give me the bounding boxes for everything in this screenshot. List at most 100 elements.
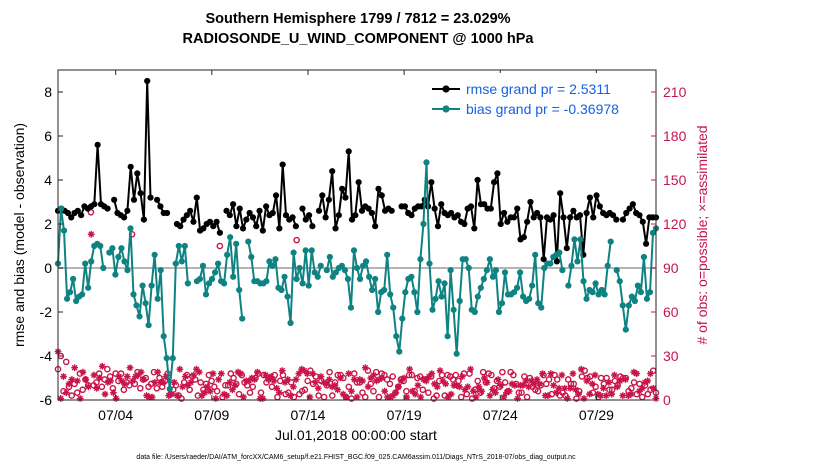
series-point-bias — [607, 238, 614, 245]
series-point-rmse — [438, 201, 445, 208]
series-point-bias — [230, 273, 237, 280]
obs-assimilated-marker — [644, 377, 652, 385]
series-point-bias — [118, 245, 125, 252]
series-point-bias — [640, 253, 648, 261]
obs-assimilated-marker — [181, 373, 189, 380]
obs-assimilated-marker — [107, 377, 115, 385]
obs-assimilated-marker — [101, 390, 109, 398]
series-point-bias — [350, 247, 358, 254]
series-point-rmse — [553, 258, 560, 265]
obs-assimilated-marker — [187, 379, 195, 386]
series-point-rmse — [305, 212, 313, 219]
series-point-rmse — [263, 203, 270, 210]
legend: rmse grand pr = 2.5311 bias grand pr = -… — [426, 73, 644, 119]
obs-assimilated-marker — [184, 381, 192, 389]
series-point-bias — [293, 275, 300, 283]
obs-assimilated-marker — [558, 371, 566, 379]
series-point-bias — [387, 291, 394, 298]
series-point-rmse — [315, 207, 323, 214]
series-point-rmse — [111, 196, 118, 203]
obs-assimilated-marker — [505, 387, 513, 395]
series-point-bias — [441, 280, 448, 287]
obs-assimilated-marker — [392, 389, 400, 397]
series-point-rmse — [461, 220, 468, 228]
series-point-rmse — [140, 216, 148, 223]
series-point-rmse — [282, 212, 290, 219]
series-point-rmse — [259, 227, 266, 234]
obs-assimilated-marker — [616, 377, 624, 385]
series-point-bias — [492, 267, 500, 274]
series-point-rmse — [289, 214, 296, 221]
series-point-bias — [423, 159, 430, 166]
series-point-bias — [417, 256, 424, 263]
series-point-bias — [365, 273, 373, 280]
obs-assimilated-marker — [320, 379, 328, 386]
series-point-bias — [447, 267, 454, 274]
series-point-rmse — [583, 209, 590, 217]
obs-assimilated-marker — [289, 383, 297, 391]
series-point-rmse — [292, 223, 299, 230]
series-point-bias — [281, 273, 288, 280]
series-point-rmse — [190, 218, 197, 225]
obs-assimilated-marker — [486, 392, 494, 399]
series-point-rmse — [223, 207, 230, 214]
obs-assimilated-marker — [370, 371, 378, 379]
obs-possible-marker — [79, 386, 86, 394]
series-point-rmse — [144, 77, 151, 85]
obs-assimilated-marker — [353, 393, 361, 401]
series-point-rmse — [467, 203, 475, 210]
series-point-bias — [634, 282, 641, 289]
series-point-bias — [326, 253, 333, 261]
series-point-rmse — [332, 225, 339, 232]
series-point-bias — [356, 275, 364, 283]
obs-assimilated-marker — [566, 384, 574, 392]
x-axis-label: Jul.01,2018 00:00:00 start — [275, 427, 437, 443]
series-point-rmse — [213, 218, 220, 225]
series-point-bias — [471, 308, 478, 316]
series-point-bias — [375, 308, 382, 316]
obs-assimilated-marker — [118, 377, 126, 385]
series-point-rmse — [163, 209, 171, 217]
series-point-rmse — [593, 192, 600, 199]
obs-assimilated-marker — [605, 379, 613, 386]
obs-possible-marker — [301, 386, 309, 394]
obs-assimilated-marker — [334, 386, 342, 394]
series-point-bias — [435, 278, 442, 285]
series-point-bias — [513, 284, 521, 291]
obs-assimilated-marker — [414, 381, 422, 389]
series-point-bias — [402, 289, 409, 296]
series-point-bias — [619, 302, 626, 309]
obs-assimilated-marker — [494, 376, 502, 383]
series-point-bias — [284, 293, 291, 300]
obs-assimilated-marker — [528, 377, 535, 385]
obs-assimilated-marker — [361, 364, 369, 372]
obs-assimilated-marker — [348, 387, 355, 395]
obs-assimilated-marker — [154, 368, 162, 376]
y-tick-left-label: 2 — [44, 216, 52, 232]
y-tick-right-label: 90 — [663, 260, 679, 276]
obs-assimilated-marker — [276, 389, 283, 397]
series-point-bias — [399, 315, 406, 322]
obs-assimilated-marker — [198, 392, 206, 399]
series-point-rmse — [249, 214, 257, 221]
series-point-rmse — [418, 203, 425, 210]
series-point-bias — [302, 247, 309, 254]
series-point-bias — [224, 251, 231, 258]
series-point-bias — [172, 260, 179, 267]
obs-possible-marker — [433, 392, 440, 399]
series-point-rmse — [563, 245, 570, 252]
series-point-bias — [384, 251, 391, 258]
series-point-rmse — [375, 185, 382, 192]
obs-assimilated-marker — [431, 380, 438, 388]
series-point-bias — [227, 234, 234, 241]
series-point-rmse — [514, 205, 521, 212]
obs-assimilated-marker — [530, 380, 538, 388]
obs-assimilated-marker — [522, 377, 530, 385]
obs-assimilated-marker — [204, 383, 211, 391]
series-point-rmse — [504, 218, 511, 225]
obs-assimilated-marker — [201, 389, 209, 397]
obs-assimilated-marker — [586, 390, 593, 398]
obs-assimilated-marker — [209, 370, 217, 377]
obs-assimilated-marker — [508, 380, 516, 388]
series-point-bias — [278, 286, 285, 294]
